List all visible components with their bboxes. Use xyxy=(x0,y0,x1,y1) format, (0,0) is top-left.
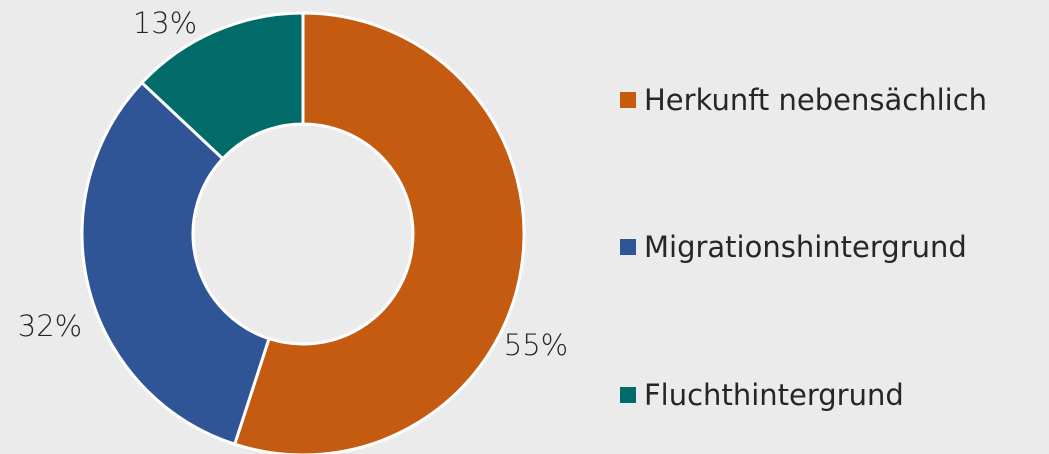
legend-swatch xyxy=(620,239,636,255)
data-label: 13% xyxy=(133,6,197,40)
donut-slice xyxy=(139,11,305,161)
legend-item: Fluchthintergrund xyxy=(620,373,1040,417)
legend-label: Fluchthintergrund xyxy=(644,378,904,412)
legend-label: Migrationshintergrund xyxy=(644,230,967,264)
data-label: 32% xyxy=(18,309,82,343)
legend-swatch xyxy=(620,387,636,403)
legend-swatch xyxy=(620,92,636,108)
donut-slice xyxy=(80,80,271,447)
legend-item: Herkunft nebensächlich xyxy=(620,78,1040,122)
donut-slice xyxy=(232,11,526,454)
data-label: 55% xyxy=(504,328,568,362)
legend-item: Migrationshintergrund xyxy=(620,225,1040,269)
legend-label: Herkunft nebensächlich xyxy=(644,83,988,117)
